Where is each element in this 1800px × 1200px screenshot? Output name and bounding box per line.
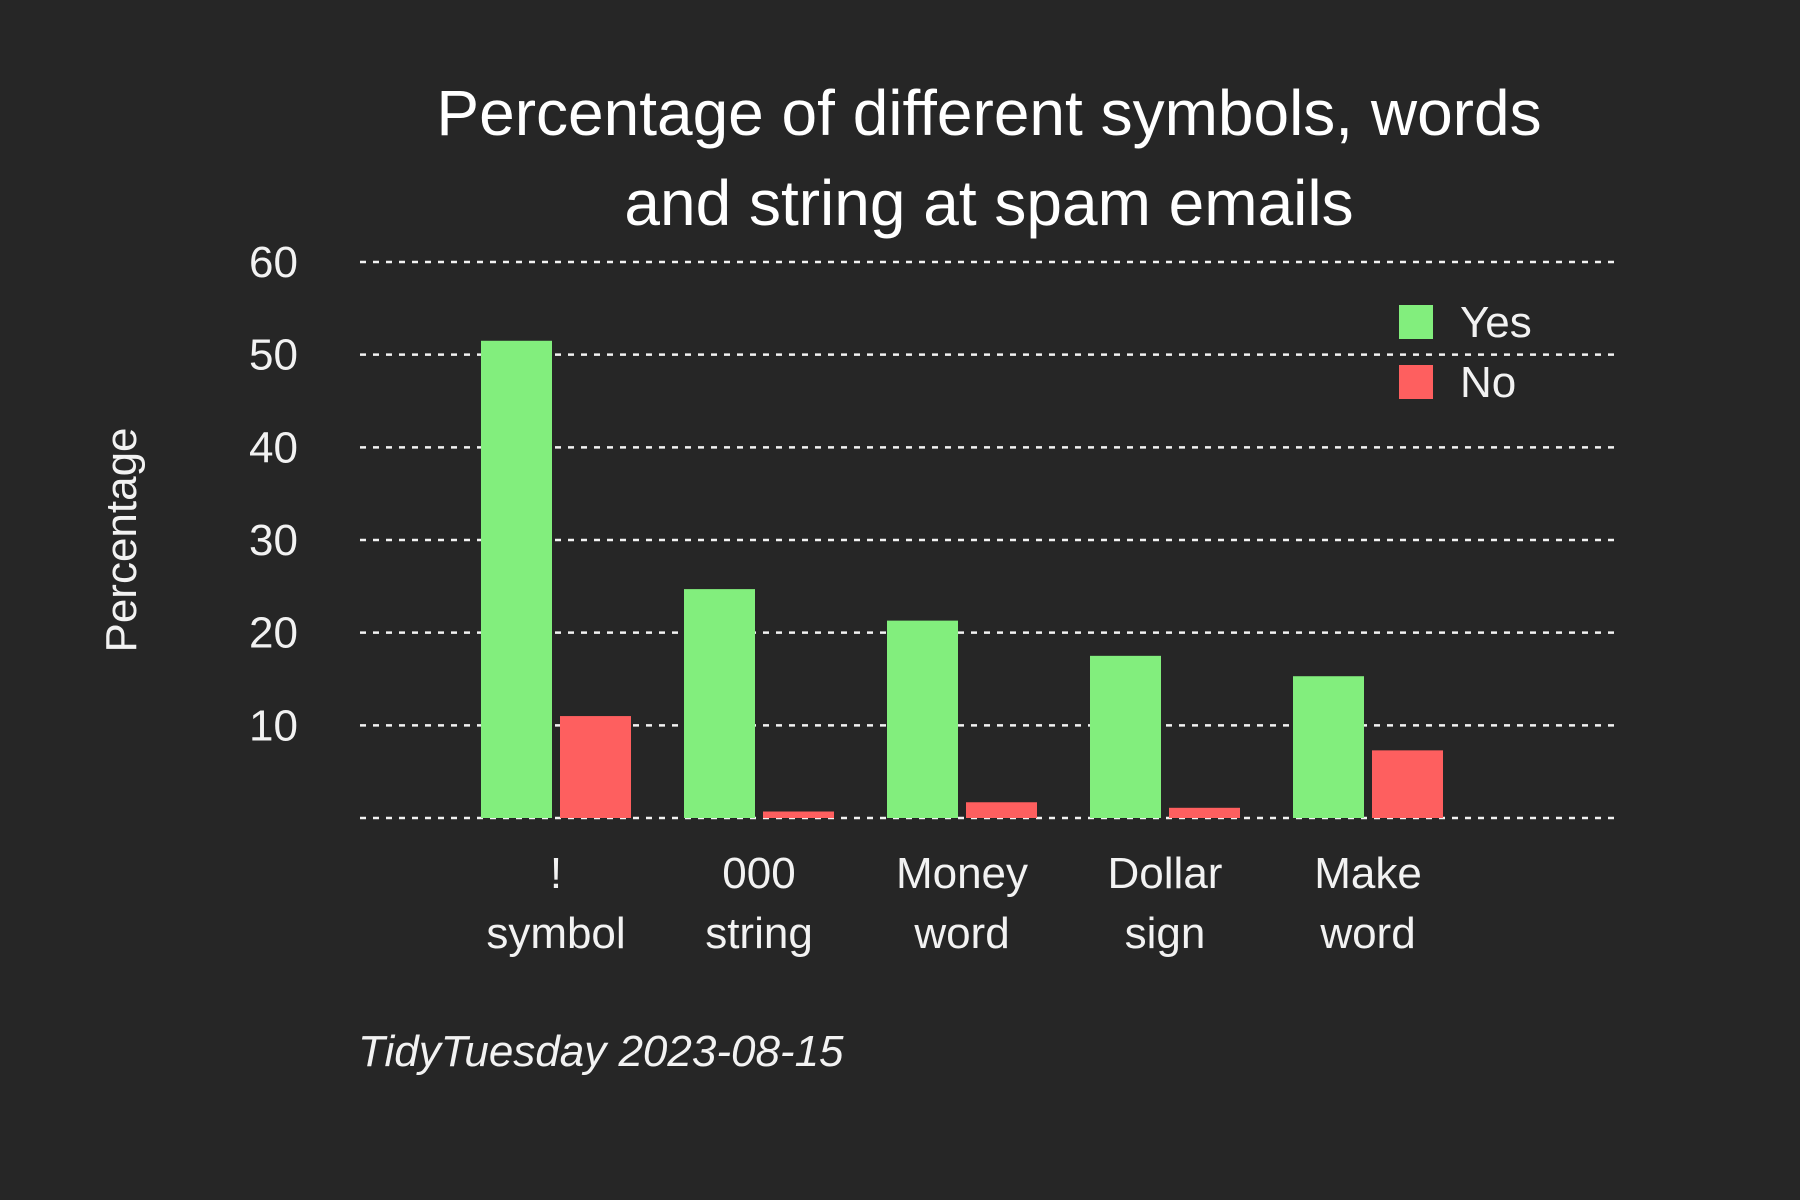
x-tick-label-line: sign — [1125, 909, 1206, 958]
legend-swatch-no — [1399, 365, 1433, 399]
chart-title-line-1: Percentage of different symbols, words — [436, 77, 1541, 149]
x-tick-label-line: symbol — [486, 909, 625, 958]
bar-yes-2 — [887, 620, 958, 818]
legend-label-yes: Yes — [1460, 298, 1532, 347]
bar-no-0 — [560, 716, 631, 818]
x-tick-label-line: 000 — [722, 849, 795, 898]
x-tick-label-line: Dollar — [1108, 849, 1223, 898]
x-tick-label-line: word — [913, 909, 1009, 958]
x-tick-label: Make word — [1314, 849, 1422, 958]
legend-label-no: No — [1460, 358, 1516, 407]
x-tick-label: ! symbol — [486, 849, 625, 958]
bar-no-1 — [763, 811, 834, 818]
bar-no-2 — [966, 802, 1037, 818]
y-axis-label: Percentage — [97, 427, 146, 652]
bars — [481, 340, 1443, 818]
y-tick-label: 30 — [249, 516, 298, 565]
bar-yes-0 — [481, 340, 552, 818]
legend: Yes No — [1399, 298, 1532, 407]
y-tick-label: 50 — [249, 331, 298, 380]
y-tick-label: 40 — [249, 423, 298, 472]
bar-no-4 — [1372, 750, 1443, 818]
bar-no-3 — [1169, 807, 1240, 818]
chart-title: Percentage of different symbols, words a… — [436, 77, 1541, 239]
x-tick-label-line: string — [705, 909, 813, 958]
chart-title-line-2: and string at spam emails — [624, 167, 1353, 239]
x-tick-label: Dollar sign — [1108, 849, 1223, 958]
x-tick-labels: ! symbol 000 string Money word Dollar sign Make w… — [486, 849, 1421, 958]
bar-yes-1 — [684, 589, 755, 818]
x-tick-label-line: Make — [1314, 849, 1422, 898]
y-tick-label: 60 — [249, 238, 298, 287]
caption: TidyTuesday 2023-08-15 — [358, 1027, 844, 1076]
y-tick-label: 20 — [249, 609, 298, 658]
bar-yes-3 — [1090, 655, 1161, 818]
x-tick-label: Money word — [896, 849, 1028, 958]
x-tick-label-line: Money — [896, 849, 1028, 898]
y-tick-label: 10 — [249, 701, 298, 750]
legend-swatch-yes — [1399, 305, 1433, 339]
y-tick-labels: 10 20 30 40 50 60 — [249, 238, 298, 750]
x-tick-label-line: ! — [550, 849, 562, 898]
x-tick-label-line: word — [1319, 909, 1415, 958]
bar-yes-4 — [1293, 676, 1364, 818]
x-tick-label: 000 string — [705, 849, 813, 958]
